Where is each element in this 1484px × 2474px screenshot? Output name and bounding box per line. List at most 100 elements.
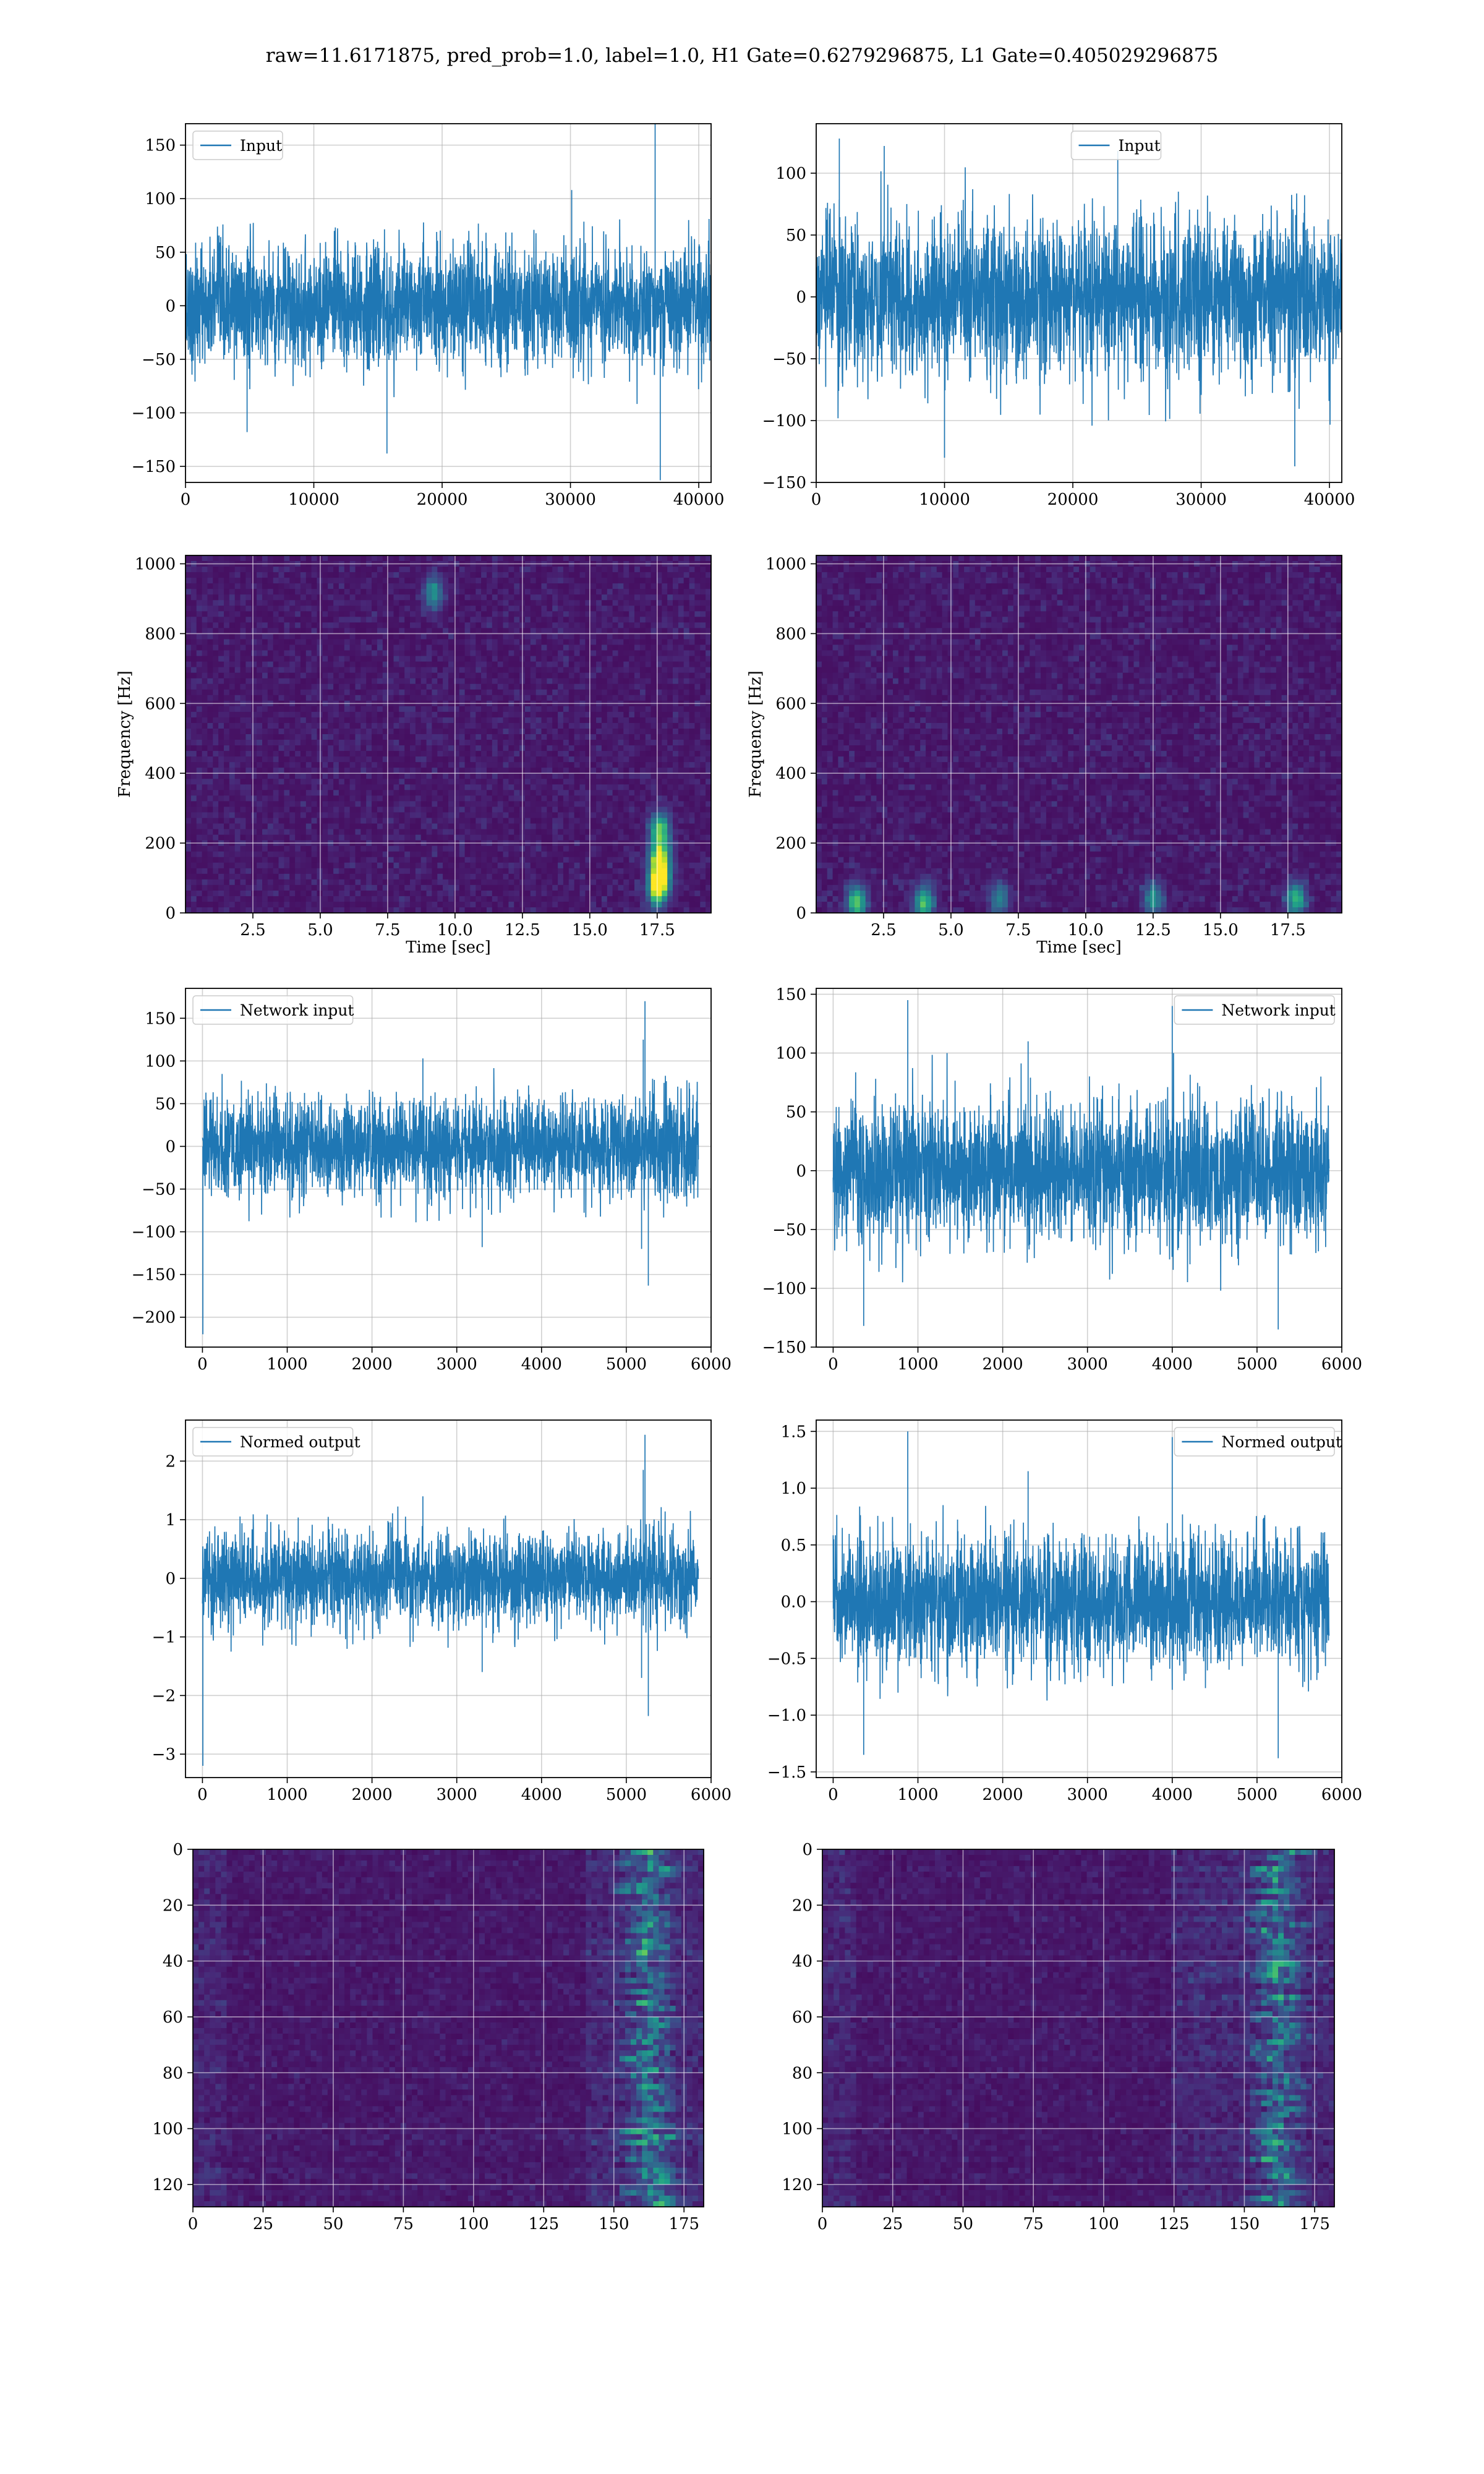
spectrogram-cell <box>700 578 706 584</box>
spectrogram-cell <box>224 617 230 623</box>
spectrogram-cell <box>421 589 427 595</box>
spectrogram-cell <box>241 795 247 802</box>
spectrogram-cell <box>558 762 564 768</box>
spectrogram-cell <box>333 578 339 584</box>
spectrogram-cell <box>667 583 673 589</box>
spectrogram-cell <box>542 762 548 768</box>
spectrogram-cell <box>301 594 307 601</box>
spectrogram-cell <box>481 824 487 830</box>
spectrogram-cell <box>399 818 405 824</box>
spectrogram-cell <box>360 706 367 713</box>
spectrogram-cell <box>492 572 498 578</box>
spectrogram-cell <box>678 807 684 813</box>
spectrogram-cell <box>542 734 548 740</box>
spectrogram-cell <box>312 824 317 830</box>
spectrogram-cell <box>399 790 405 796</box>
spectrogram-cell <box>558 768 564 774</box>
spectrogram-cell <box>448 801 454 807</box>
spectrogram-cell <box>503 779 510 785</box>
spectrogram-cell <box>251 734 257 740</box>
spectrogram-cell <box>427 606 433 612</box>
spectrogram-cell <box>279 656 285 662</box>
spectrogram-cell <box>289 784 296 790</box>
spectrogram-cell <box>634 633 641 640</box>
spectrogram-cell <box>224 633 230 640</box>
spectrogram-cell <box>404 594 411 601</box>
spectrogram-cell <box>618 567 625 573</box>
spectrogram-cell <box>235 662 241 668</box>
spectrogram-cell <box>360 567 367 573</box>
spectrogram-cell <box>448 779 454 785</box>
spectrogram-cell <box>191 751 197 757</box>
spectrogram-cell <box>377 768 383 774</box>
spectrogram-cell <box>207 600 213 606</box>
spectrogram-cell <box>689 690 696 696</box>
spectrogram-cell <box>596 790 602 796</box>
spectrogram-cell <box>673 824 679 830</box>
spectrogram-cell <box>350 818 356 824</box>
spectrogram-cell <box>437 773 443 779</box>
spectrogram-cell <box>591 645 597 651</box>
spectrogram-cell <box>547 734 553 740</box>
spectrogram-cell <box>399 740 405 746</box>
spectrogram-cell <box>268 734 274 740</box>
spectrogram-cell <box>213 578 219 584</box>
spectrogram-cell <box>360 729 367 735</box>
spectrogram-cell <box>547 712 553 718</box>
spectrogram-cell <box>634 756 641 763</box>
spectrogram-cell <box>623 606 629 612</box>
spectrogram-cell <box>366 751 372 757</box>
spectrogram-cell <box>508 795 514 802</box>
spectrogram-cell <box>536 594 542 601</box>
spectrogram-cell <box>646 656 652 662</box>
spectrogram-cell <box>694 807 701 813</box>
spectrogram-cell <box>443 740 449 746</box>
spectrogram-cell <box>552 695 558 701</box>
spectrogram-cell <box>262 656 268 662</box>
spectrogram-cell <box>322 690 328 696</box>
spectrogram-cell <box>394 729 400 735</box>
spectrogram-cell <box>377 751 383 757</box>
spectrogram-cell <box>333 729 339 735</box>
spectrogram-cell <box>312 594 317 601</box>
spectrogram-cell <box>459 651 466 657</box>
spectrogram-cell <box>465 600 471 606</box>
spectrogram-cell <box>235 773 241 779</box>
spectrogram-cell <box>339 684 345 690</box>
spectrogram-cell <box>350 812 356 818</box>
spectrogram-cell <box>268 678 274 685</box>
spectrogram-cell <box>360 717 367 724</box>
spectrogram-cell <box>531 656 537 662</box>
spectrogram-cell <box>328 622 334 628</box>
spectrogram-cell <box>312 667 317 674</box>
spectrogram-cell <box>514 784 520 790</box>
spectrogram-cell <box>558 633 564 640</box>
spectrogram-cell <box>547 684 553 690</box>
spectrogram-cell <box>339 600 345 606</box>
spectrogram-cell <box>399 633 405 640</box>
spectrogram-cell <box>596 673 602 679</box>
spectrogram-cell <box>662 795 668 802</box>
spectrogram-cell <box>607 706 613 713</box>
spectrogram-cell <box>207 695 213 701</box>
spectrogram-cell <box>350 578 356 584</box>
spectrogram-cell <box>640 729 646 735</box>
spectrogram-cell <box>339 762 345 768</box>
spectrogram-cell <box>229 567 236 573</box>
spectrogram-cell <box>306 572 312 578</box>
spectrogram-cell <box>262 712 268 718</box>
spectrogram-cell <box>662 651 668 657</box>
spectrogram-cell <box>602 756 608 763</box>
spectrogram-cell <box>678 656 684 662</box>
spectrogram-cell <box>542 656 548 662</box>
spectrogram-cell <box>623 734 629 740</box>
spectrogram-cell <box>377 734 383 740</box>
spectrogram-cell <box>569 723 575 729</box>
spectrogram-cell <box>410 695 416 701</box>
spectrogram-cell <box>542 818 548 824</box>
spectrogram-cell <box>410 567 416 573</box>
spectrogram-cell <box>623 773 629 779</box>
spectrogram-cell <box>416 678 422 685</box>
spectrogram-cell <box>470 656 476 662</box>
spectrogram-cell <box>339 695 345 701</box>
